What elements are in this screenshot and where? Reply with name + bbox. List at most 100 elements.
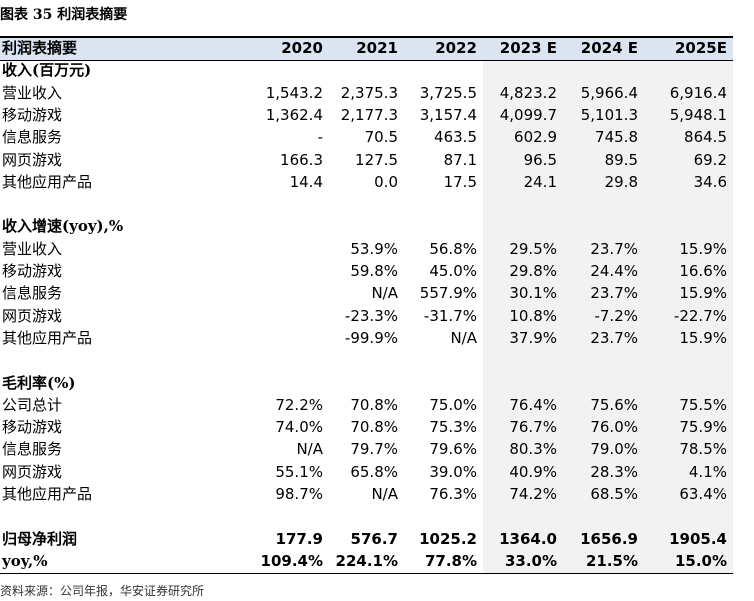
row-label: 营业收入 (2, 239, 63, 258)
row-value: N/A (371, 284, 398, 303)
summary-value: 1025.2 (419, 529, 477, 548)
row-value: 14.4 (289, 172, 323, 191)
row-value: 3,157.4 (419, 105, 477, 124)
summary-value: 109.4% (260, 551, 323, 570)
row-value: 79.0% (590, 440, 638, 459)
row-value: 79.6% (429, 440, 477, 459)
row-value: 745.8 (595, 128, 638, 147)
row-value: 4,099.7 (499, 105, 557, 124)
row-value: 23.7% (590, 328, 638, 347)
row-label: 信息服务 (2, 440, 63, 459)
row-value: 96.5 (523, 150, 557, 169)
section-title: 收入(百万元) (2, 61, 92, 80)
figure-title: 图表 35 利润表摘要 (0, 7, 128, 23)
row-value: 29.8% (509, 262, 557, 280)
row-value: 69.2 (693, 150, 727, 169)
row-value: N/A (450, 328, 477, 347)
row-value: 75.6% (590, 395, 638, 414)
row-label: 移动游戏 (2, 105, 63, 124)
row-value: 70.8% (350, 418, 398, 437)
row-value: 16.6% (679, 262, 727, 280)
row-label: 网页游戏 (2, 306, 63, 325)
row-value: 72.2% (275, 395, 323, 414)
row-value: 34.6 (693, 172, 727, 191)
section-title: 收入增速(yoy),% (2, 217, 124, 236)
row-value: 40.9% (509, 462, 557, 481)
row-value: 1,543.2 (265, 83, 323, 102)
summary-value: 1656.9 (580, 529, 638, 548)
row-value: 76.4% (509, 395, 557, 414)
row-value: 15.9% (679, 284, 727, 303)
row-label: 网页游戏 (2, 150, 63, 169)
row-value: 80.3% (509, 440, 557, 459)
row-value: 87.1 (443, 150, 477, 169)
row-value: 74.2% (509, 485, 557, 503)
row-label: 其他应用产品 (2, 172, 93, 191)
section-title: 毛利率(%) (2, 373, 76, 392)
row-value: 68.5% (590, 485, 638, 503)
row-value: 4.1% (688, 462, 727, 481)
row-value: 4,823.2 (499, 83, 557, 102)
row-value: 29.5% (509, 239, 557, 258)
row-label: 信息服务 (2, 128, 63, 147)
header-value: 2022 (435, 39, 477, 57)
row-value: 98.7% (275, 485, 323, 503)
row-value: 70.8% (350, 395, 398, 414)
row-value: 76.7% (509, 418, 557, 437)
row-value: 463.5 (434, 128, 477, 147)
row-value: 75.5% (679, 395, 727, 414)
row-value: 15.9% (679, 239, 727, 258)
row-value: 5,101.3 (580, 105, 638, 124)
row-label: 信息服务 (2, 284, 63, 303)
summary-label: yoy,% (2, 551, 48, 570)
row-value: 74.0% (275, 418, 323, 437)
row-value: 55.1% (275, 462, 323, 481)
row-value: 39.0% (429, 462, 477, 481)
header-value: 2020 (281, 39, 323, 57)
row-value: 5,948.1 (669, 105, 727, 124)
row-value: 1,362.4 (265, 105, 323, 124)
summary-label: 归母净利润 (2, 529, 78, 548)
row-value: 53.9% (350, 239, 398, 258)
row-value: 2,375.3 (340, 83, 398, 102)
row-label: 营业收入 (2, 83, 63, 102)
bottom-rule (0, 573, 733, 574)
summary-value: 77.8% (424, 551, 477, 570)
row-value: 17.5 (443, 172, 477, 191)
row-value: 75.9% (679, 418, 727, 437)
header-rule (0, 60, 733, 61)
row-value: 89.5 (604, 150, 638, 169)
header-bg (0, 37, 733, 60)
row-label: 移动游戏 (2, 262, 63, 280)
header-value: 2024 E (580, 39, 638, 57)
row-value: -22.7% (673, 306, 727, 325)
row-value: 76.0% (590, 418, 638, 437)
row-value: 5,966.4 (580, 83, 638, 102)
row-value: 76.3% (429, 485, 477, 503)
header-value: 2023 E (499, 39, 557, 57)
row-label: 网页游戏 (2, 462, 63, 481)
row-value: 56.8% (429, 239, 477, 258)
source-note: 资料来源：公司年报，华安证券研究所 (0, 584, 205, 598)
row-value: -23.3% (344, 306, 398, 325)
row-value: -7.2% (594, 306, 638, 325)
row-value: 10.8% (509, 306, 557, 325)
row-value: 0.0 (374, 172, 398, 191)
row-value: N/A (371, 485, 398, 503)
row-value: 65.8% (350, 462, 398, 481)
row-value: 30.1% (509, 284, 557, 303)
row-value: 24.1 (523, 172, 557, 191)
row-label: 其他应用产品 (2, 485, 93, 503)
row-value: 557.9% (419, 284, 477, 303)
row-value: 6,916.4 (669, 83, 727, 102)
row-value: 59.8% (350, 262, 398, 280)
row-value: 23.7% (590, 239, 638, 258)
row-value: -99.9% (344, 328, 398, 347)
row-value: 28.3% (590, 462, 638, 481)
row-value: 2,177.3 (340, 105, 398, 124)
row-value: 78.5% (679, 440, 727, 459)
row-value: 70.5 (364, 128, 398, 147)
row-value: 75.3% (429, 418, 477, 437)
row-value: 15.9% (679, 328, 727, 347)
